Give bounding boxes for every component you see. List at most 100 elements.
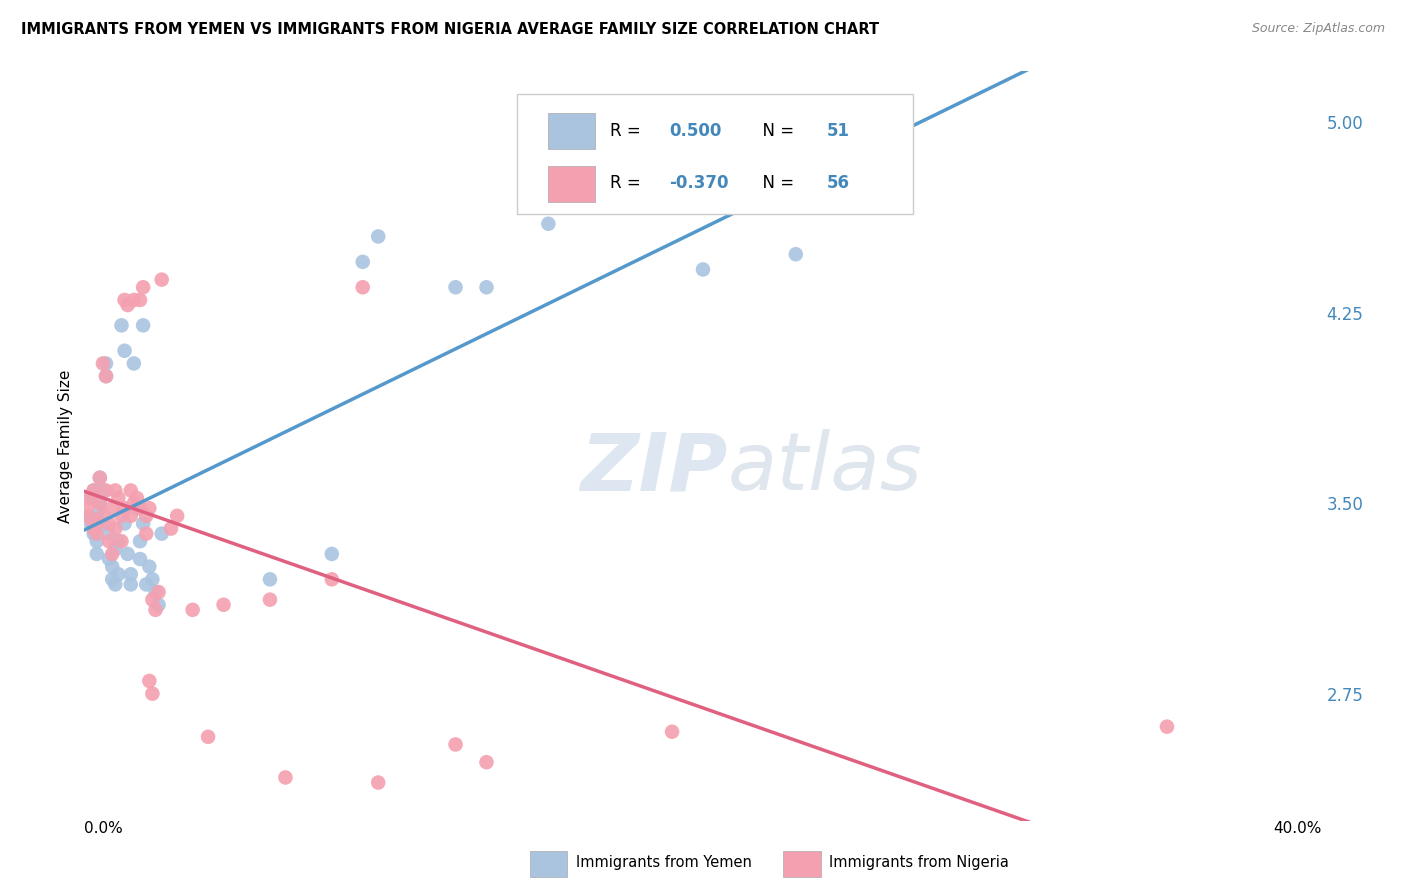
- Point: [104, 541, 127, 556]
- Point: [86, 526, 108, 541]
- FancyBboxPatch shape: [530, 851, 567, 877]
- Point: [197, 730, 219, 744]
- Point: [98, 552, 121, 566]
- FancyBboxPatch shape: [517, 94, 914, 214]
- Y-axis label: Average Family Size: Average Family Size: [58, 369, 73, 523]
- Point: [141, 572, 163, 586]
- Point: [259, 592, 281, 607]
- Point: [114, 501, 136, 516]
- Point: [122, 293, 145, 307]
- Point: [117, 547, 139, 561]
- Point: [76, 508, 98, 523]
- Point: [89, 471, 111, 485]
- Point: [104, 577, 127, 591]
- Text: Immigrants from Nigeria: Immigrants from Nigeria: [830, 855, 1010, 870]
- Point: [212, 598, 235, 612]
- Point: [94, 369, 117, 384]
- Point: [148, 598, 170, 612]
- Point: [321, 572, 343, 586]
- Point: [132, 516, 155, 531]
- Text: 56: 56: [827, 174, 849, 192]
- Point: [94, 356, 117, 370]
- Point: [259, 572, 281, 586]
- Point: [692, 262, 714, 277]
- Point: [91, 508, 114, 523]
- Point: [475, 756, 498, 770]
- Point: [475, 280, 498, 294]
- Point: [129, 552, 152, 566]
- Point: [91, 483, 114, 498]
- Point: [785, 247, 807, 261]
- Point: [114, 343, 136, 358]
- Point: [141, 592, 163, 607]
- Text: ZIP: ZIP: [581, 429, 728, 508]
- Point: [104, 522, 127, 536]
- Point: [98, 534, 121, 549]
- Text: Immigrants from Yemen: Immigrants from Yemen: [575, 855, 751, 870]
- Point: [120, 508, 142, 523]
- Point: [83, 526, 105, 541]
- Point: [132, 318, 155, 333]
- Point: [120, 483, 142, 498]
- Point: [661, 724, 683, 739]
- Point: [125, 491, 148, 505]
- Point: [117, 298, 139, 312]
- Point: [138, 501, 160, 516]
- Point: [135, 526, 157, 541]
- Point: [79, 491, 101, 505]
- Text: IMMIGRANTS FROM YEMEN VS IMMIGRANTS FROM NIGERIA AVERAGE FAMILY SIZE CORRELATION: IMMIGRANTS FROM YEMEN VS IMMIGRANTS FROM…: [21, 22, 879, 37]
- Point: [141, 687, 163, 701]
- Point: [98, 516, 121, 531]
- FancyBboxPatch shape: [783, 851, 821, 877]
- Point: [86, 534, 108, 549]
- Point: [79, 516, 101, 531]
- Point: [537, 217, 560, 231]
- Point: [79, 511, 101, 525]
- Point: [110, 534, 132, 549]
- Point: [367, 775, 389, 789]
- Text: R =: R =: [610, 174, 647, 192]
- Point: [89, 471, 111, 485]
- Point: [110, 508, 132, 523]
- Point: [86, 547, 108, 561]
- Point: [321, 547, 343, 561]
- Point: [83, 522, 105, 536]
- Point: [160, 522, 183, 536]
- Point: [91, 516, 114, 531]
- Point: [129, 293, 152, 307]
- Point: [132, 280, 155, 294]
- Point: [181, 603, 204, 617]
- Point: [83, 483, 105, 498]
- Text: R =: R =: [610, 121, 647, 140]
- Point: [98, 526, 121, 541]
- Text: 0.500: 0.500: [669, 121, 721, 140]
- Point: [89, 496, 111, 510]
- Point: [120, 567, 142, 582]
- Point: [107, 534, 129, 549]
- Point: [110, 318, 132, 333]
- Point: [1156, 720, 1178, 734]
- Point: [101, 572, 124, 586]
- Point: [120, 577, 142, 591]
- Point: [145, 585, 167, 599]
- Point: [107, 491, 129, 505]
- Point: [79, 491, 101, 505]
- Text: -0.370: -0.370: [669, 174, 730, 192]
- Point: [101, 559, 124, 574]
- Point: [148, 585, 170, 599]
- FancyBboxPatch shape: [548, 113, 595, 150]
- Point: [138, 559, 160, 574]
- Point: [89, 496, 111, 510]
- Point: [89, 501, 111, 516]
- Point: [101, 501, 124, 516]
- Point: [94, 483, 117, 498]
- Text: atlas: atlas: [728, 429, 922, 508]
- Point: [101, 547, 124, 561]
- Text: N =: N =: [752, 174, 800, 192]
- Point: [135, 508, 157, 523]
- Point: [352, 255, 374, 269]
- Point: [83, 522, 105, 536]
- Point: [114, 516, 136, 531]
- Point: [367, 229, 389, 244]
- Point: [122, 496, 145, 510]
